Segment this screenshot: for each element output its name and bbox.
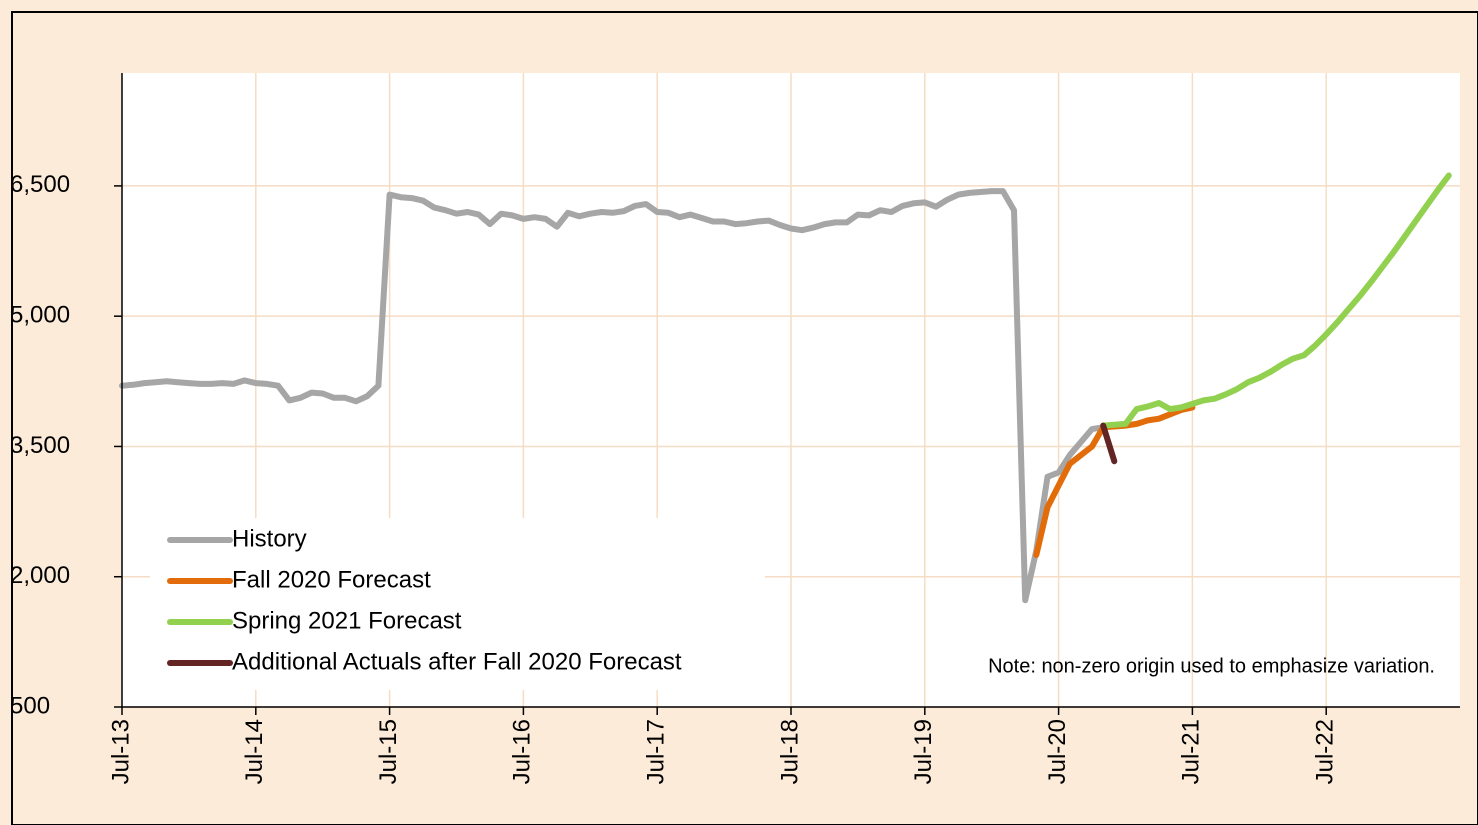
note: Note: non-zero origin used to emphasize … bbox=[988, 655, 1435, 677]
x-tick-label: Jul-19 bbox=[910, 719, 937, 784]
x-tick-label: Jul-21 bbox=[1178, 719, 1205, 784]
legend-box bbox=[150, 518, 765, 690]
y-tick-label: 5,000 bbox=[10, 302, 70, 329]
y-tick-label: 3,500 bbox=[10, 432, 70, 459]
series-line bbox=[119, 188, 1107, 604]
y-tick-label: 500 bbox=[10, 692, 50, 719]
axes: 500 2,000 3,500 5,000 6,500 Jul-13 Jul-14 Jul-1… bbox=[10, 73, 1460, 784]
x-tick-label: Jul-15 bbox=[375, 719, 402, 784]
series-line bbox=[1100, 172, 1452, 429]
x-tick-label: Jul-17 bbox=[643, 719, 670, 784]
x-tick-label: Jul-13 bbox=[107, 719, 134, 784]
x-tick-label: Jul-18 bbox=[776, 719, 803, 784]
legend-label: History bbox=[232, 525, 307, 552]
frame bbox=[11, 11, 1478, 825]
x-tick-label: Jul-20 bbox=[1044, 719, 1071, 784]
legend: History Fall 2020 Forecast Spring 2021 For… bbox=[150, 518, 765, 690]
x-tick-label: Jul-16 bbox=[509, 719, 536, 784]
x-tick-label: Jul-22 bbox=[1312, 719, 1339, 784]
y-tick-label: 6,500 bbox=[10, 171, 70, 198]
series-line bbox=[1100, 422, 1118, 465]
legend-label: Spring 2021 Forecast bbox=[232, 607, 462, 634]
y-tick-label: 2,000 bbox=[10, 562, 70, 589]
x-tick-label: Jul-14 bbox=[241, 719, 268, 784]
legend-label: Fall 2020 Forecast bbox=[232, 566, 431, 593]
legend-label: Additional Actuals after Fall 2020 Forec… bbox=[232, 648, 682, 675]
lines bbox=[119, 172, 1452, 604]
